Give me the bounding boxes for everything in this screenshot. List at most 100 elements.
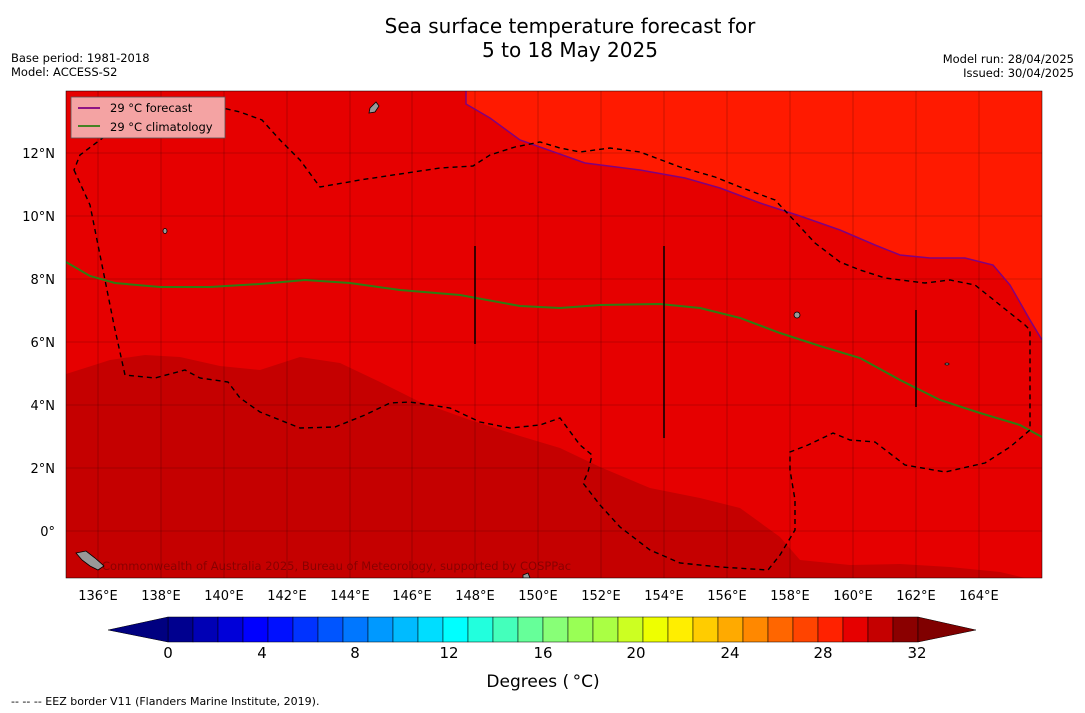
- colorbar-cell: [242, 616, 269, 643]
- lon-label: 136°E: [78, 589, 118, 604]
- lon-label: 148°E: [455, 589, 495, 604]
- lat-label: 12°N: [22, 147, 55, 162]
- forecast-29c-isotherm: [465, 91, 1042, 341]
- lon-label: 162°E: [896, 589, 936, 604]
- colorbar-tick-label: 8: [350, 644, 360, 662]
- island-shape: [522, 572, 531, 578]
- climatology-29c-isotherm: [66, 261, 1042, 438]
- latitude-labels: 12°N 10°N 8°N 6°N 4°N 2°N 0°: [22, 147, 55, 540]
- eez-border: [73, 104, 1031, 571]
- map-title: Sea surface temperature forecast for 5 t…: [0, 14, 1085, 62]
- colorbar-cell: [467, 616, 494, 643]
- colorbar-label: Degrees ( °C): [486, 672, 599, 692]
- colorbar-cell: [192, 616, 219, 643]
- colorbar-cell: [592, 616, 619, 643]
- copyright-watermark: Commonwealth of Australia 2025, Bureau o…: [102, 559, 571, 573]
- island-shape: [75, 550, 105, 571]
- colorbar-tick-label: 32: [907, 644, 926, 662]
- lon-label: 140°E: [204, 589, 244, 604]
- colorbar-tick-label: 0: [163, 644, 173, 662]
- colorbar-cell: [367, 616, 394, 643]
- islands: [75, 101, 950, 578]
- colorbar-cell: [867, 616, 894, 643]
- map-legend: 29 °C forecast 29 °C climatology: [70, 96, 226, 139]
- colorbar-cell: [817, 616, 844, 643]
- longitude-labels: 136°E 138°E 140°E 142°E 144°E 146°E 148°…: [78, 589, 999, 604]
- colorbar-cell: [292, 616, 319, 643]
- lon-label: 160°E: [833, 589, 873, 604]
- colorbar: 0 4 8 12 16 20 24 28 32 Degrees ( °C): [107, 616, 977, 692]
- model-name: Model: ACCESS-S2: [11, 65, 118, 79]
- model-info: Base period: 1981-2018 Model: ACCESS-S2: [11, 51, 150, 79]
- map-plot: Commonwealth of Australia 2025, Bureau o…: [66, 91, 1042, 578]
- colorbar-cell: [667, 616, 694, 643]
- lat-label: 2°N: [31, 462, 56, 477]
- lat-label: 6°N: [31, 336, 56, 351]
- title-line-1: Sea surface temperature forecast for: [384, 14, 756, 38]
- colorbar-cell: [492, 616, 519, 643]
- run-info: Model run: 28/04/2025 Issued: 30/04/2025: [943, 52, 1074, 80]
- lat-label: 0°: [40, 525, 55, 540]
- colorbar-tick-label: 12: [439, 644, 458, 662]
- colorbar-tick-label: 20: [626, 644, 645, 662]
- lon-label: 152°E: [581, 589, 621, 604]
- colorbar-cell: [542, 616, 569, 643]
- colorbar-cell: [692, 616, 719, 643]
- colorbar-cell: [792, 616, 819, 643]
- island-shape: [944, 362, 950, 366]
- colorbar-cell: [442, 616, 469, 643]
- colorbar-tick-label: 16: [533, 644, 552, 662]
- legend-box: [70, 96, 226, 139]
- lat-label: 10°N: [22, 210, 55, 225]
- eez-footnote: -- -- -- EEZ border V11 (Flanders Marine…: [11, 695, 320, 708]
- map-frame: [65, 90, 1043, 579]
- colorbar-cell: [767, 616, 794, 643]
- legend-forecast-label: 29 °C forecast: [110, 101, 193, 115]
- colorbar-cell: [892, 616, 919, 643]
- lon-label: 158°E: [770, 589, 810, 604]
- colorbar-cell: [417, 616, 444, 643]
- colorbar-cell: [267, 616, 294, 643]
- colorbar-cell: [517, 616, 544, 643]
- island-shape: [162, 228, 168, 234]
- base-period: Base period: 1981-2018: [11, 51, 150, 65]
- lon-label: 164°E: [959, 589, 999, 604]
- colorbar-cells: [167, 616, 919, 643]
- lon-label: 146°E: [392, 589, 432, 604]
- colorbar-tick-label: 28: [813, 644, 832, 662]
- colorbar-tick-label: 24: [720, 644, 739, 662]
- colorbar-tick-label: 4: [257, 644, 267, 662]
- sst-band-30-31: [66, 355, 1042, 578]
- lon-label: 154°E: [644, 589, 684, 604]
- island-shape: [368, 101, 380, 114]
- colorbar-cell: [617, 616, 644, 643]
- colorbar-cell: [567, 616, 594, 643]
- lat-label: 4°N: [31, 399, 56, 414]
- colorbar-ticks: 0 4 8 12 16 20 24 28 32: [163, 644, 926, 662]
- colorbar-over-arrow: [917, 616, 977, 643]
- lat-label: 8°N: [31, 273, 56, 288]
- lon-label: 150°E: [518, 589, 558, 604]
- sst-band-28-29: [466, 91, 1042, 340]
- issued-date: Issued: 30/04/2025: [963, 66, 1074, 80]
- vertical-artifact-lines: [474, 246, 917, 438]
- lon-label: 156°E: [707, 589, 747, 604]
- colorbar-under-arrow: [107, 616, 169, 643]
- lon-label: 138°E: [141, 589, 181, 604]
- colorbar-cell: [717, 616, 744, 643]
- model-run: Model run: 28/04/2025: [942, 52, 1074, 66]
- legend-climatology-label: 29 °C climatology: [110, 120, 213, 134]
- colorbar-cell: [842, 616, 869, 643]
- lon-label: 144°E: [330, 589, 370, 604]
- title-line-2: 5 to 18 May 2025: [482, 38, 658, 62]
- colorbar-cell: [317, 616, 344, 643]
- lon-label: 142°E: [267, 589, 307, 604]
- colorbar-cell: [342, 616, 369, 643]
- island-shape: [793, 311, 801, 319]
- colorbar-cell: [742, 616, 769, 643]
- colorbar-cell: [167, 616, 194, 643]
- colorbar-cell: [217, 616, 244, 643]
- colorbar-cell: [392, 616, 419, 643]
- colorbar-cell: [642, 616, 669, 643]
